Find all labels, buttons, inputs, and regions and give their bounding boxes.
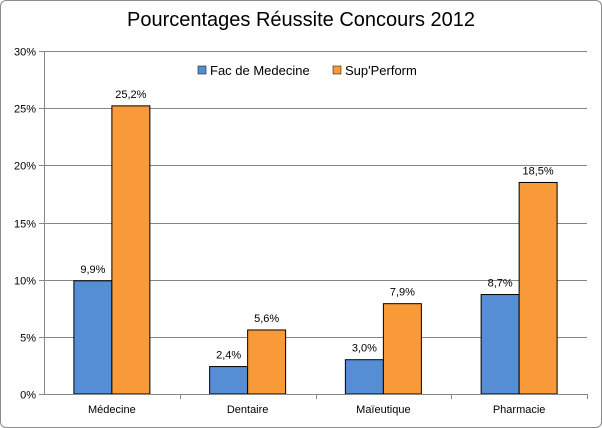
bar: [518, 181, 558, 395]
y-tick-label: 20%: [14, 161, 36, 173]
legend-label: Fac de Medecine: [210, 63, 310, 78]
legend-swatch: [197, 65, 207, 75]
data-label: 9,9%: [80, 264, 105, 276]
bar: [247, 329, 287, 395]
data-label: 25,2%: [115, 89, 146, 101]
x-axis: Médecine Dentaire Maïeutique Pharmacie: [44, 394, 588, 416]
data-label: 3,0%: [352, 343, 377, 355]
y-axis: 0% 5% 10% 15% 20% 25% 30%: [14, 47, 45, 402]
legend: Fac de Medecine Sup'Perform: [197, 63, 417, 78]
data-label: 8,7%: [488, 278, 513, 290]
data-label: 2,4%: [216, 350, 241, 362]
y-tick-label: 25%: [14, 104, 36, 116]
data-label: 18,5%: [523, 165, 554, 177]
y-tick-label: 5%: [20, 333, 36, 345]
bars: 9,9% 25,2% 2,4% 5,6% 3,0% 7,9% 8,7% 18,5%: [73, 89, 558, 395]
data-label: 5,6%: [254, 313, 279, 325]
x-tick-label: Pharmacie: [493, 404, 546, 416]
y-tick-label: 15%: [14, 219, 36, 231]
chart-title: Pourcentages Réussite Concours 2012: [127, 9, 475, 31]
x-tick-label: Médecine: [88, 404, 136, 416]
legend-label: Sup'Perform: [345, 63, 417, 78]
bar: [73, 280, 113, 395]
x-tick-label: Maïeutique: [356, 404, 410, 416]
bar: [344, 359, 384, 395]
bar: [480, 294, 520, 395]
y-tick-label: 10%: [14, 276, 36, 288]
x-tick-label: Dentaire: [227, 404, 269, 416]
bar: [111, 105, 151, 395]
y-tick-label: 0%: [20, 390, 36, 402]
y-tick-label: 30%: [14, 47, 36, 59]
legend-swatch: [332, 65, 342, 75]
data-label: 7,9%: [390, 287, 415, 299]
bar: [209, 366, 249, 395]
bar: [382, 303, 422, 395]
